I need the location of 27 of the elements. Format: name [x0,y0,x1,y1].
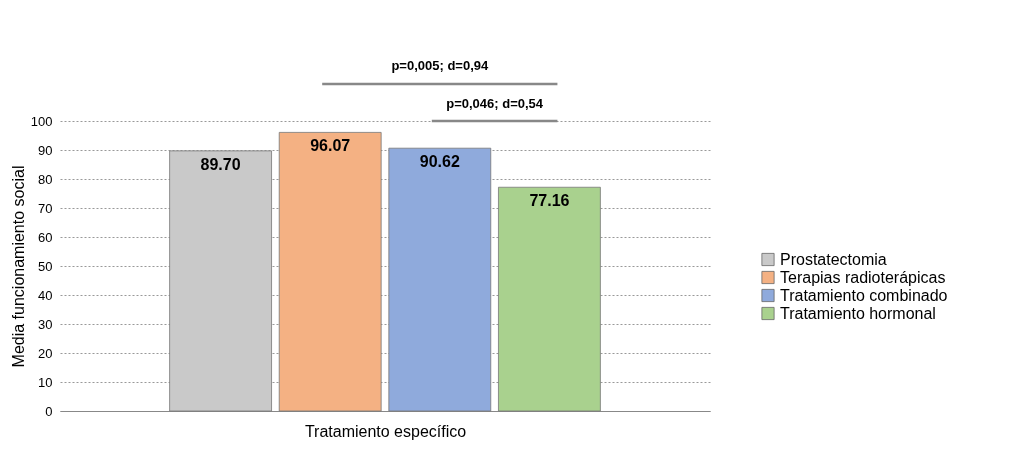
bar [169,150,272,412]
data-label: 90.62 [419,153,460,171]
text: p=0,005; d=0,94 [391,58,489,73]
y-tick-label: 90 [38,142,53,158]
y-tick-label: 100 [30,113,53,129]
y-tick-label: 10 [38,374,53,390]
y-tick-label: 70 [38,200,53,216]
bar [388,147,492,412]
legend-label: Tratamiento combinado [780,286,948,304]
y-axis-title: Media funcionamiento social [9,165,27,368]
data-label: 77.16 [529,192,570,210]
y-tick-label: 50 [38,258,53,274]
y-tick-label: 20 [38,345,53,361]
data-label: 96.07 [310,137,351,155]
text: p=0,046; d=0,54 [446,96,544,111]
legend-label: Terapias radioterápicas [780,268,946,286]
bar [498,186,601,412]
data-label: 89.70 [200,155,241,173]
legend-label: Tratamiento hormonal [780,304,936,322]
y-tick-label: 40 [38,287,53,303]
y-tick-label: 60 [38,229,53,245]
x-axis-title: Tratamiento específico [304,422,467,440]
y-tick-label: 80 [38,171,53,187]
legend-label: Prostatectomia [780,250,887,268]
y-tick-label: 30 [38,316,53,332]
y-tick-label: 0 [45,403,53,419]
bar [278,132,382,412]
